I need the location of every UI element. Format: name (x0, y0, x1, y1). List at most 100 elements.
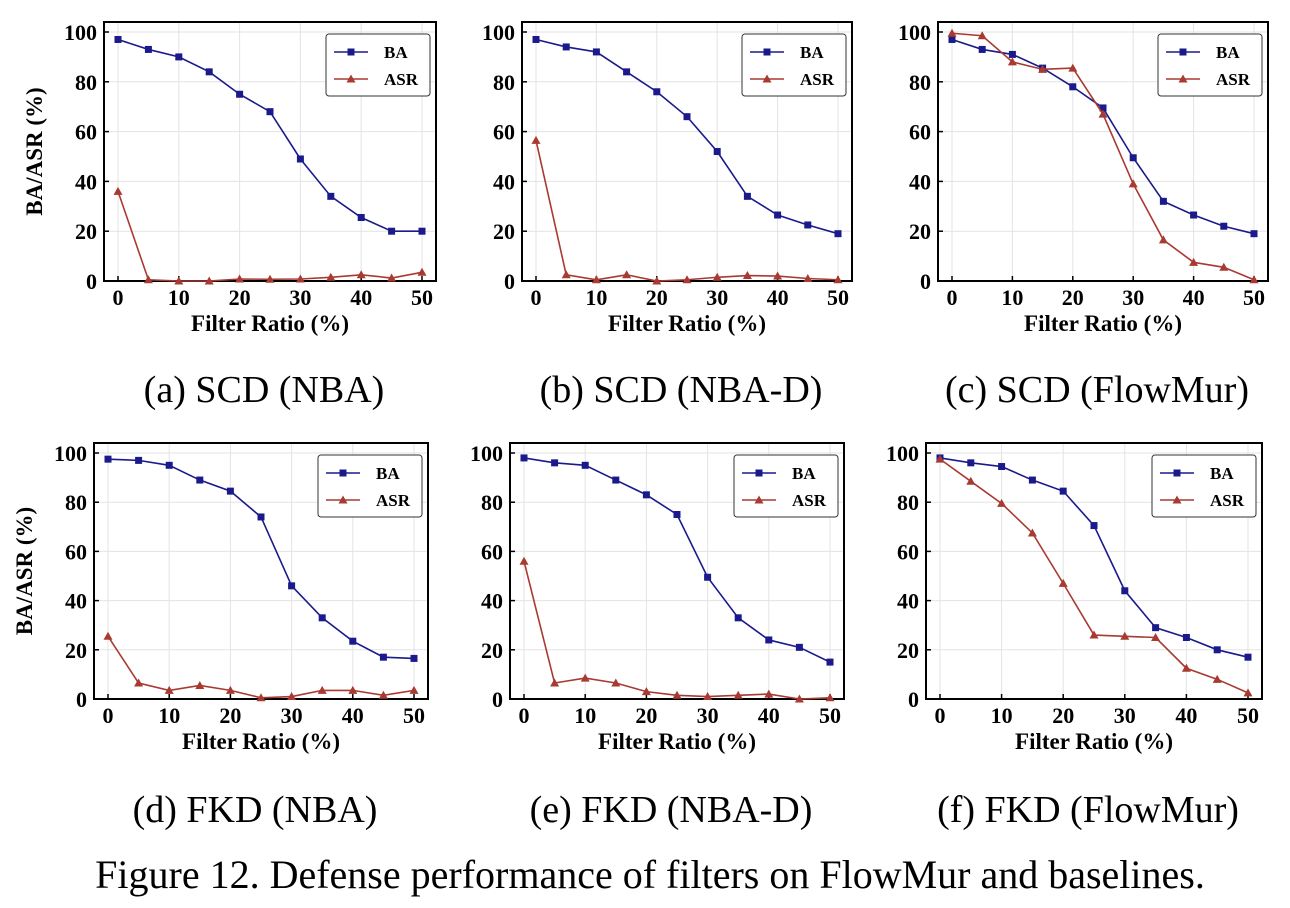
x-axis-title: Filter Ratio (%) (598, 729, 756, 754)
data-point-asr (580, 673, 590, 682)
plot-frame (509, 442, 845, 700)
x-tick-label: 0 (935, 703, 946, 728)
legend-label-asr: ASR (800, 70, 835, 89)
data-point-ba (683, 113, 691, 121)
data-point-ba (114, 35, 122, 43)
data-point-asr (550, 678, 560, 687)
data-point-asr (387, 273, 397, 282)
data-point-asr (733, 690, 743, 699)
subfigure-caption: (e) FKD (NBA-D) (530, 789, 813, 831)
data-point-ba (236, 90, 244, 98)
y-tick-label: 80 (75, 70, 97, 95)
data-point-asr (833, 275, 843, 284)
x-tick-label: 30 (706, 285, 728, 310)
legend-label-asr: ASR (1210, 491, 1245, 510)
data-point-asr (1219, 262, 1229, 271)
y-tick-label: 40 (493, 169, 515, 194)
legend-marker-asr (338, 495, 348, 504)
legend-marker-ba (347, 48, 355, 56)
data-point-ba (826, 658, 834, 666)
data-point-ba (1190, 211, 1198, 219)
x-tick-label: 30 (1122, 285, 1144, 310)
data-point-ba (1159, 197, 1167, 205)
legend-marker-asr (1178, 74, 1188, 83)
plot-frame (925, 442, 1263, 700)
data-point-asr (742, 271, 752, 280)
data-point-ba (1182, 634, 1190, 641)
data-point-asr (1189, 257, 1199, 266)
y-tick-label: 100 (54, 441, 87, 466)
x-tick-label: 40 (767, 285, 789, 310)
y-tick-label: 60 (909, 120, 931, 145)
y-tick-label: 60 (65, 539, 87, 564)
data-point-asr (134, 678, 144, 687)
data-point-ba (713, 148, 721, 156)
y-tick-label: 0 (76, 687, 87, 712)
data-point-ba (743, 192, 751, 200)
data-point-asr (672, 690, 682, 699)
y-tick-label: 0 (492, 687, 503, 712)
data-point-asr (519, 556, 529, 565)
x-tick-label: 0 (531, 285, 542, 310)
legend-label-asr: ASR (384, 70, 419, 89)
data-point-asr (1068, 63, 1078, 72)
x-axis-title: Filter Ratio (%) (608, 311, 766, 336)
data-point-asr (652, 276, 662, 285)
data-point-ba (804, 221, 812, 229)
legend-label-asr: ASR (792, 491, 827, 510)
y-tick-label: 60 (481, 539, 503, 564)
data-point-ba (104, 455, 112, 463)
y-tick-label: 0 (504, 269, 515, 294)
series-line-asr (117, 191, 423, 282)
data-point-asr (1243, 688, 1253, 697)
data-point-asr (977, 31, 987, 40)
data-point-asr (143, 275, 153, 284)
legend-marker-asr (1172, 495, 1182, 504)
data-point-asr (1128, 179, 1138, 188)
data-point-ba (765, 636, 773, 644)
legend: BA ASR (1151, 454, 1257, 518)
data-point-ba (1059, 487, 1067, 495)
data-point-ba (834, 230, 842, 238)
series-line-asr (107, 635, 415, 699)
legend: BA ASR (325, 33, 431, 97)
x-tick-label: 10 (158, 703, 180, 728)
x-tick-label: 50 (1237, 703, 1259, 728)
y-tick-label: 0 (920, 269, 931, 294)
legend-label-ba: BA (376, 464, 400, 483)
data-point-ba (226, 487, 234, 495)
y-axis-title: BA/ASR (%) (12, 507, 37, 635)
data-point-ba (379, 653, 387, 661)
x-axis-title: Filter Ratio (%) (1015, 729, 1173, 754)
panel-a: 0 10 20 30 40 50 0 20 40 60 80 100 Filter Ratio (%) B… (22, 20, 437, 411)
figure-caption: Figure 12. Defense performance of filter… (95, 852, 1205, 897)
data-point-ba (704, 573, 712, 581)
x-tick-label: 30 (281, 703, 303, 728)
x-tick-label: 10 (585, 285, 607, 310)
data-point-ba (296, 155, 304, 163)
data-point-ba (532, 35, 540, 43)
data-point-ba (734, 614, 742, 622)
x-tick-label: 50 (819, 703, 841, 728)
data-point-asr (703, 692, 713, 701)
y-tick-label: 100 (482, 20, 515, 45)
x-tick-label: 0 (947, 285, 958, 310)
data-point-ba (1250, 230, 1258, 238)
data-point-ba (349, 637, 357, 645)
subfigure-caption: (a) SCD (NBA) (144, 369, 385, 411)
data-point-ba (1099, 104, 1107, 112)
x-tick-label: 20 (635, 703, 657, 728)
legend-label-ba: BA (800, 43, 824, 62)
data-point-asr (1181, 663, 1191, 672)
data-point-asr (235, 274, 245, 283)
legend-marker-ba (339, 469, 347, 477)
y-tick-label: 20 (75, 219, 97, 244)
x-tick-label: 0 (519, 703, 530, 728)
y-tick-label: 100 (898, 20, 931, 45)
data-point-ba (1220, 222, 1228, 230)
data-point-asr (1007, 57, 1017, 66)
x-tick-label: 30 (697, 703, 719, 728)
data-point-ba (653, 88, 661, 96)
data-point-asr (378, 690, 388, 699)
x-tick-label: 0 (103, 703, 114, 728)
